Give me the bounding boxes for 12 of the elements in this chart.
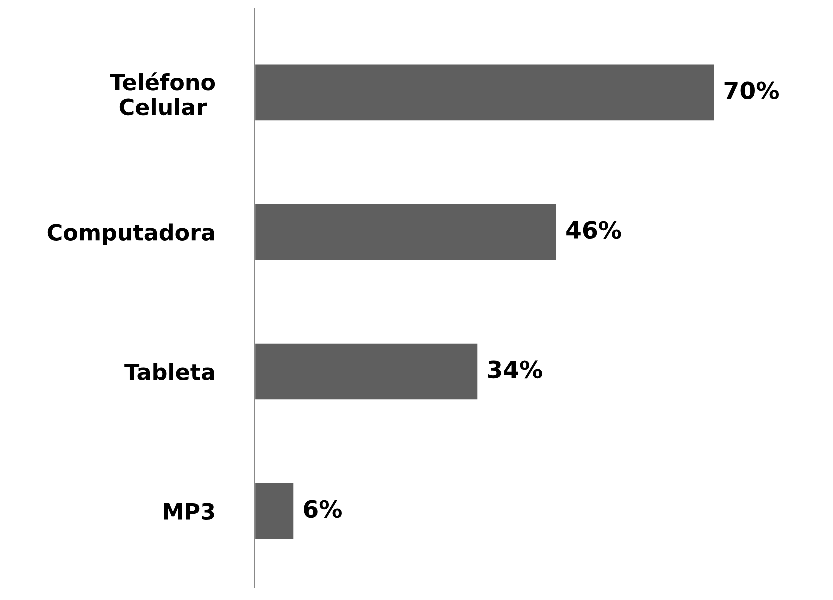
data-label: 70% — [724, 82, 780, 100]
data-label: 46% — [566, 221, 622, 240]
bar — [254, 202, 558, 262]
y-tick-label: Teléfono Celular — [110, 72, 216, 116]
bar — [254, 482, 296, 541]
data-label: 6% — [304, 500, 342, 518]
bar — [254, 63, 716, 122]
y-tick-label: Tableta — [124, 363, 214, 381]
y-tick-label: Computadora — [48, 224, 214, 246]
data-label: 34% — [488, 360, 542, 379]
y-tick-label: MP3 — [164, 503, 214, 520]
bar — [254, 342, 480, 402]
